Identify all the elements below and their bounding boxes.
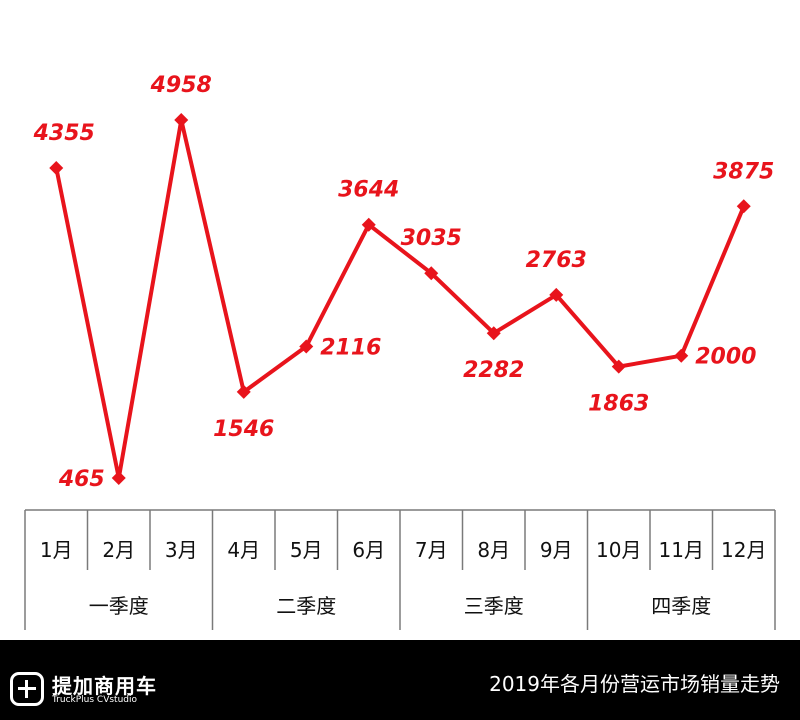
month-label-10: 10月: [596, 538, 641, 562]
data-point-2: [111, 471, 126, 485]
series-line: [54, 118, 746, 480]
data-point-8: [486, 326, 501, 341]
sales-series: [54, 118, 746, 480]
quarter-axis: 一季度 二季度 三季度 四季度: [89, 594, 712, 618]
data-label-7: 3035: [401, 226, 462, 251]
data-point-4: [236, 384, 251, 399]
month-label-7: 7月: [415, 538, 448, 562]
data-point-10: [611, 359, 626, 374]
data-point-9: [549, 287, 564, 302]
truckplus-logo-icon: [10, 672, 44, 706]
data-point-11: [674, 348, 689, 363]
data-label-4: 1546: [213, 417, 274, 442]
quarter-label-3: 三季度: [464, 594, 524, 618]
brand-subtitle: TruckPlus CVstudio: [52, 695, 138, 705]
data-point-3: [174, 113, 189, 127]
data-point-7: [424, 266, 439, 281]
data-label-1: 4355: [33, 121, 95, 146]
data-label-8: 2282: [463, 358, 524, 383]
data-label-5: 2116: [320, 335, 381, 360]
quarter-label-1: 一季度: [89, 594, 149, 618]
data-label-9: 2763: [526, 248, 587, 273]
data-point-1: [49, 161, 64, 176]
data-point-5: [299, 339, 314, 354]
data-label-6: 3644: [338, 178, 399, 203]
brand-name: 提加商用车: [52, 674, 157, 698]
month-label-2: 2月: [102, 538, 135, 562]
data-label-2: 465: [58, 467, 105, 492]
month-label-8: 8月: [477, 538, 510, 562]
data-label-3: 4958: [150, 73, 212, 98]
month-label-3: 3月: [165, 538, 198, 562]
chart-title: 2019年各月份营运市场销量走势: [489, 672, 780, 696]
data-markers: [49, 113, 751, 485]
month-label-5: 5月: [290, 538, 323, 562]
data-point-6: [361, 217, 376, 232]
data-label-12: 3875: [713, 159, 774, 184]
quarter-label-4: 四季度: [651, 594, 711, 618]
data-label-10: 1863: [588, 392, 649, 417]
category-table: [24, 509, 776, 630]
month-label-6: 6月: [352, 538, 385, 562]
month-label-4: 4月: [227, 538, 260, 562]
data-point-12: [736, 199, 751, 214]
month-axis: 1月 2月 3月 4月 5月 6月 7月 8月 9月 10月 11月 12月: [40, 538, 767, 562]
data-label-11: 2000: [695, 345, 756, 370]
month-label-1: 1月: [40, 538, 73, 562]
footer-bar: 提加商用车 TruckPlus CVstudio 2019年各月份营运市场销量走…: [0, 640, 800, 720]
quarter-label-2: 二季度: [276, 594, 336, 618]
month-label-11: 11月: [659, 538, 704, 562]
month-label-12: 12月: [721, 538, 766, 562]
month-label-9: 9月: [540, 538, 573, 562]
